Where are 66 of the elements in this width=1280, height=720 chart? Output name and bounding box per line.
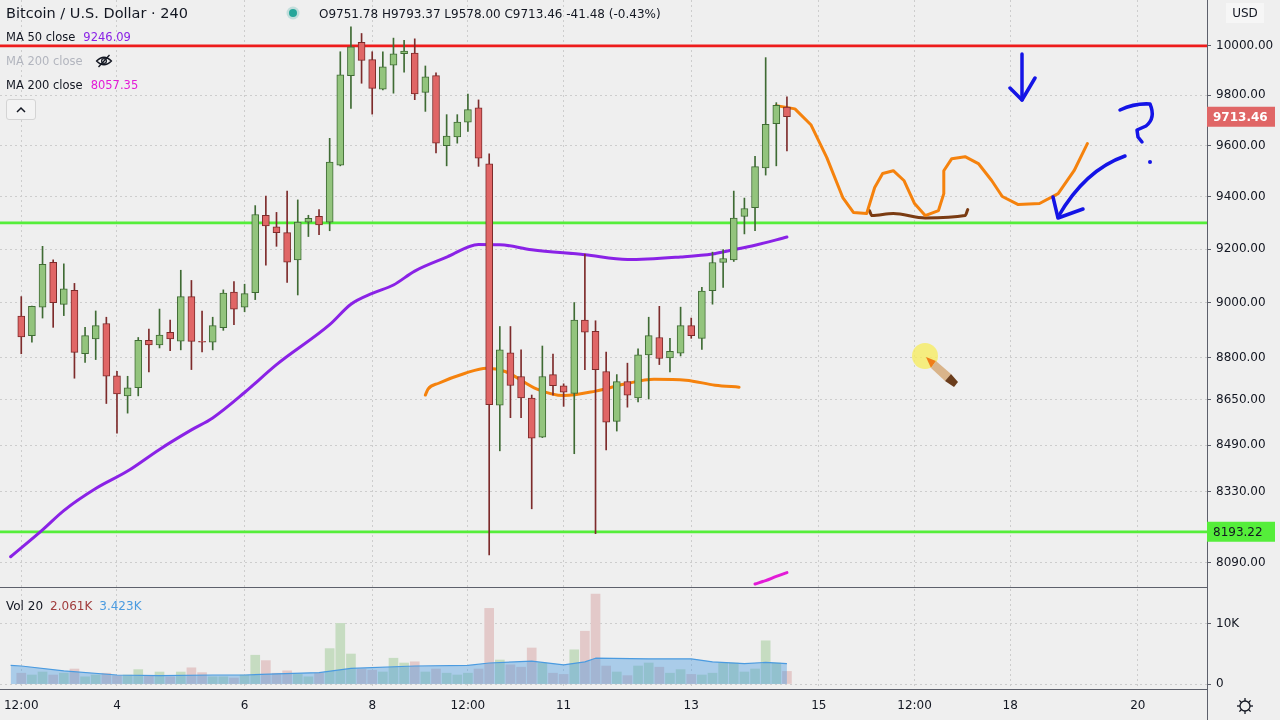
- candlestick: [145, 328, 153, 373]
- x-tick-label: 4: [113, 698, 121, 713]
- bar: [622, 675, 633, 684]
- bar: [165, 676, 175, 684]
- annotation: 8057.35: [90, 77, 139, 92]
- y-tick-label: 10K: [1216, 616, 1241, 631]
- bar: [569, 649, 580, 684]
- chart-title: Bitcoin / U.S. Dollar · 240: [6, 4, 188, 23]
- bar: [409, 661, 420, 684]
- bar: [144, 675, 154, 684]
- x-tick-label: 12:00: [450, 698, 486, 713]
- y-tick-label: 8490.00: [1216, 437, 1266, 452]
- x-tick-label: 11: [555, 698, 572, 713]
- candlestick: [581, 253, 589, 370]
- bar: [494, 659, 505, 684]
- line-series: [753, 571, 789, 586]
- bar: [654, 666, 665, 684]
- bar: [782, 671, 792, 684]
- annotation: MA 200 close: [6, 77, 83, 92]
- y-tick-label: 8650.00: [1216, 391, 1266, 406]
- x-tick-label: 20: [1130, 698, 1146, 713]
- bar: [58, 672, 69, 684]
- candlestick: [719, 249, 727, 288]
- y-tick-label: 10000.00: [1216, 38, 1274, 53]
- bar: [686, 674, 697, 684]
- bar: [48, 674, 58, 684]
- text: Vol 20: [6, 598, 44, 615]
- annotation: 2.061K: [50, 598, 93, 614]
- text: 9713.46: [1213, 109, 1268, 124]
- bar: [314, 672, 324, 684]
- candlestick: [198, 310, 206, 353]
- bar: [611, 671, 622, 684]
- y-tick-label: 9600.00: [1216, 137, 1266, 152]
- x-tick-label: 15: [811, 698, 827, 713]
- x-tick-label: 13: [683, 698, 699, 713]
- y-tick-label: 8090.00: [1216, 554, 1266, 569]
- annotation: MA 200 close: [6, 53, 83, 68]
- candlestick: [666, 337, 674, 373]
- y-tick-label: 8800.00: [1216, 349, 1266, 364]
- bar: [229, 677, 239, 684]
- bar: [420, 671, 431, 684]
- y-tick-label: 9800.00: [1216, 87, 1266, 102]
- y-tick-label: 9000.00: [1216, 294, 1266, 309]
- candlestick: [166, 319, 174, 352]
- bar: [431, 668, 441, 684]
- x-tick-label: 12:00: [897, 698, 932, 713]
- ref-line-label: 8193.22: [1213, 524, 1263, 539]
- x-tick-label: 8: [368, 698, 377, 713]
- x-tick-label: 12:00: [3, 698, 39, 713]
- x-tick-label: 6: [240, 698, 249, 713]
- y-axis-title: USD: [1226, 3, 1264, 23]
- text: O9751.78 H9793.37 L9578.00 C9713.46 -41.48 (-0.43%): [319, 6, 661, 22]
- candlestick: [644, 316, 653, 400]
- y-tick-label: 0: [1216, 676, 1224, 691]
- y-tick-label: 8330.00: [1216, 483, 1266, 498]
- bar: [537, 662, 548, 684]
- annotation: 3.423K: [99, 598, 142, 614]
- annotation: MA 50 close: [6, 29, 76, 44]
- y-tick-label: 9400.00: [1216, 188, 1266, 203]
- bar: [175, 671, 186, 684]
- candlestick: [262, 195, 270, 266]
- x-tick-label: 18: [1002, 698, 1018, 713]
- annotation: 9246.09: [83, 29, 131, 44]
- y-tick-label: 9200.00: [1216, 241, 1266, 256]
- candlestick: [783, 96, 791, 152]
- bar: [16, 672, 27, 684]
